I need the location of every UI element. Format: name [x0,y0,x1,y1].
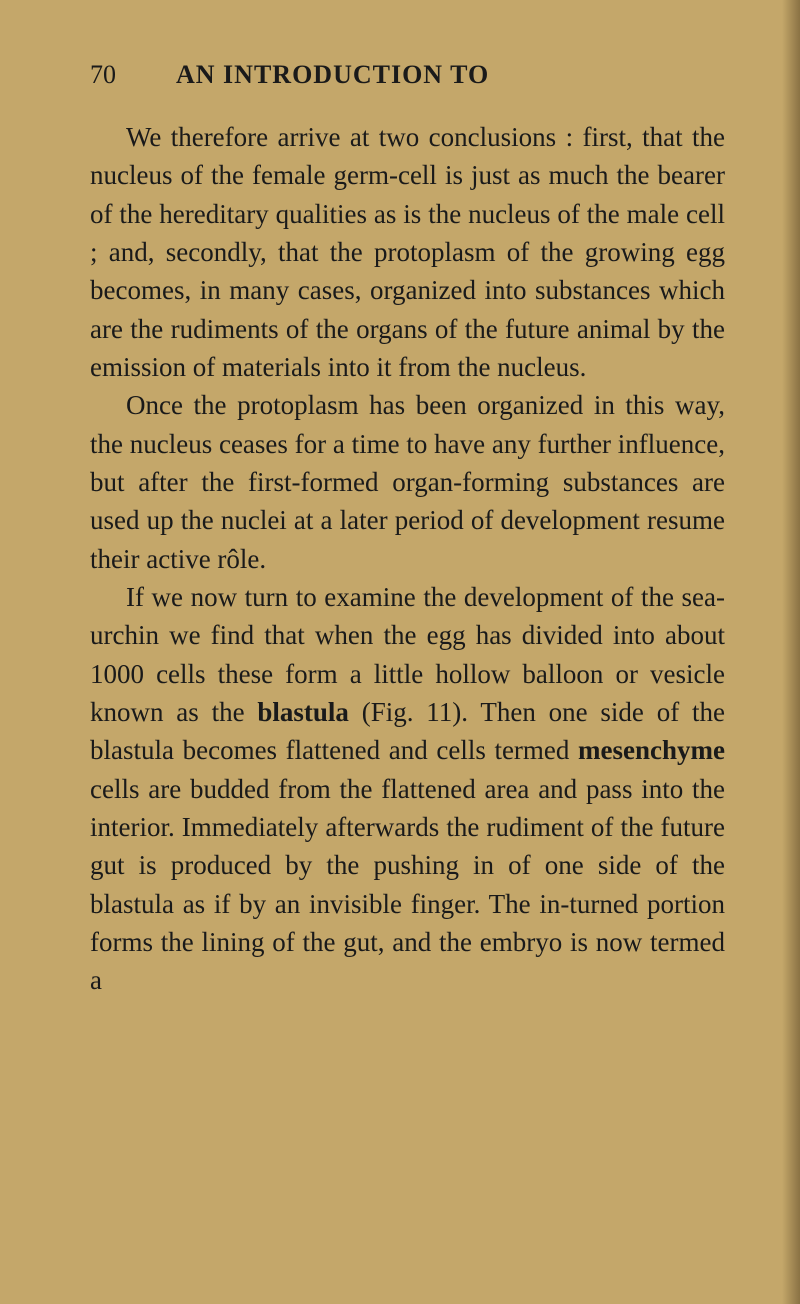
page-number: 70 [90,60,116,90]
page-title: AN INTRODUCTION TO [176,60,489,90]
paragraph-2: Once the protoplasm has been organized i… [90,386,725,578]
body-text: We therefore arrive at two conclusions :… [90,118,725,1000]
paragraph-3: If we now turn to examine the developmen… [90,578,725,1000]
paragraph-1: We therefore arrive at two conclusions :… [90,118,725,386]
page-header: 70 AN INTRODUCTION TO [90,60,725,90]
bold-term: blastula [257,697,349,727]
bold-term: mesenchyme [578,735,725,765]
page-edge-shadow [782,0,800,1304]
book-page: 70 AN INTRODUCTION TO We therefore arriv… [0,0,800,1060]
